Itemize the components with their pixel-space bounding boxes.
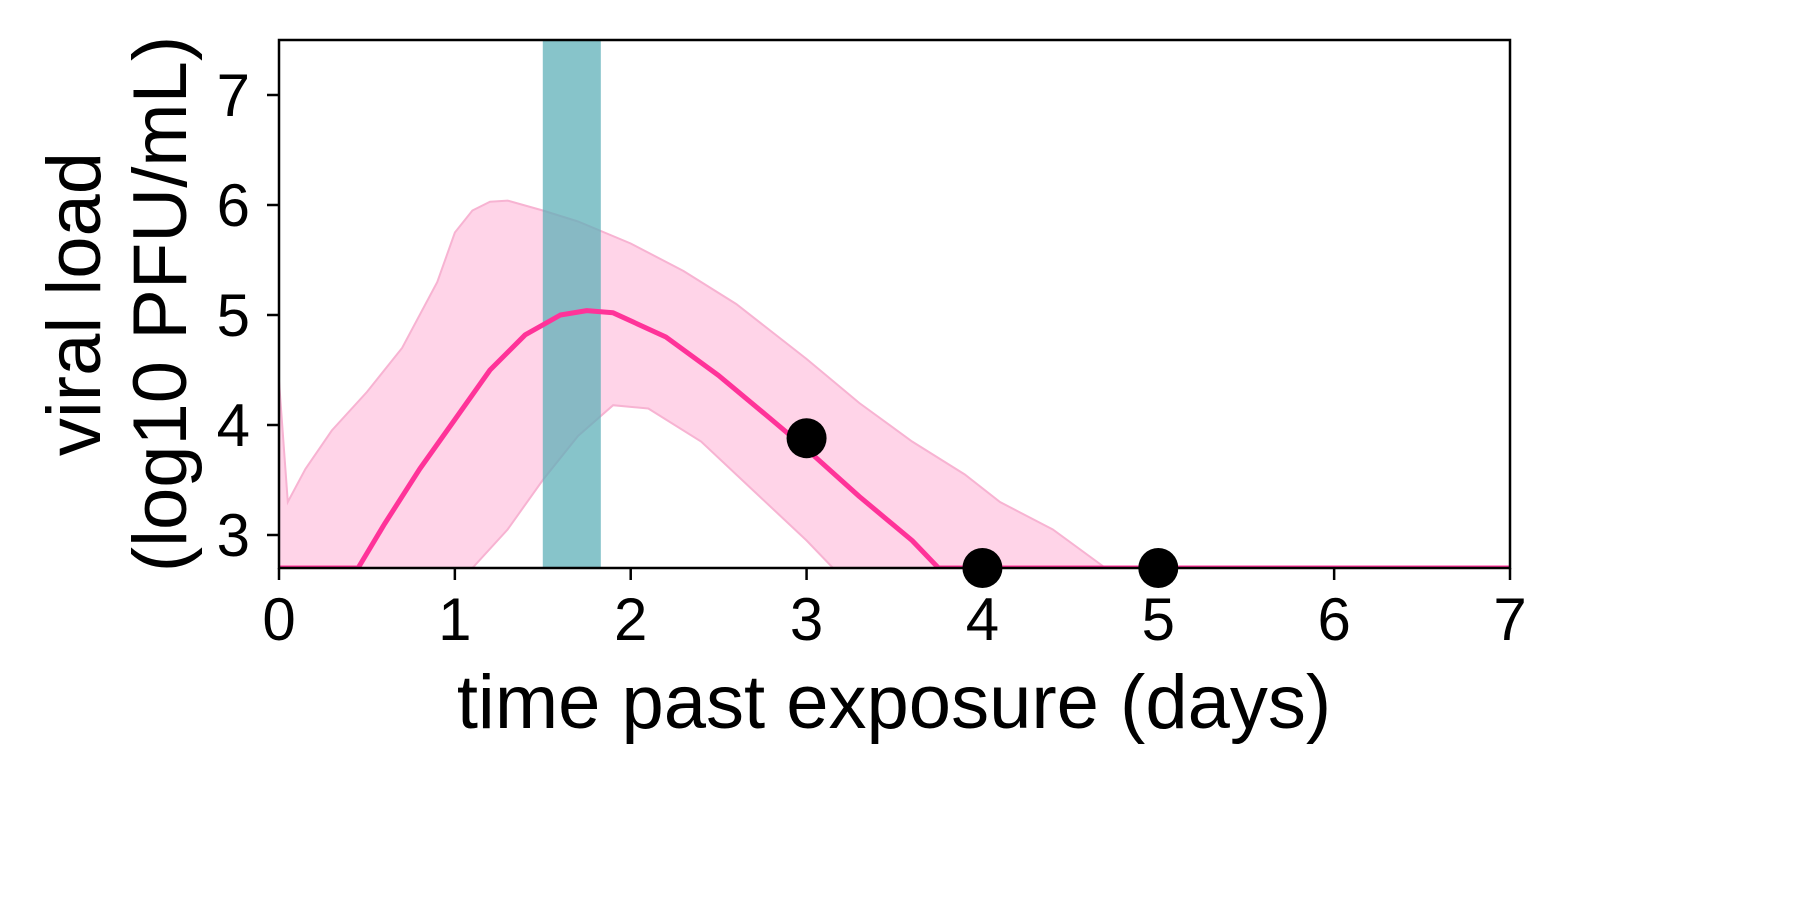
x-tick-label: 5 xyxy=(1142,586,1175,653)
y-axis-title-line2: (log10 PFU/mL) xyxy=(118,36,203,572)
x-tick-label: 7 xyxy=(1493,586,1526,653)
confidence-band xyxy=(279,199,1510,568)
x-tick-label: 6 xyxy=(1317,586,1350,653)
x-axis: 0 1 2 3 4 5 6 7 xyxy=(262,568,1527,653)
y-tick-label: 7 xyxy=(217,62,250,129)
observation-point xyxy=(786,418,827,459)
y-tick-label: 4 xyxy=(217,392,250,459)
x-axis-title: time past exposure (days) xyxy=(457,660,1331,745)
x-tick-label: 4 xyxy=(966,586,999,653)
x-tick-label: 3 xyxy=(790,586,823,653)
observation-point xyxy=(1138,548,1179,588)
y-tick-label: 3 xyxy=(217,502,250,569)
plot-frame xyxy=(277,38,1512,570)
plot-area xyxy=(279,40,1510,568)
highlight-region xyxy=(542,40,601,568)
x-tick-label: 1 xyxy=(438,586,471,653)
y-tick-label: 5 xyxy=(217,282,250,349)
y-axis: 3 4 5 6 7 xyxy=(217,62,279,569)
x-tick-label: 0 xyxy=(262,586,295,653)
y-axis-title-line1: viral load xyxy=(32,152,117,456)
y-tick-label: 6 xyxy=(217,172,250,239)
x-tick-label: 2 xyxy=(614,586,647,653)
median-line xyxy=(279,308,1510,568)
observation-point xyxy=(962,548,1003,588)
